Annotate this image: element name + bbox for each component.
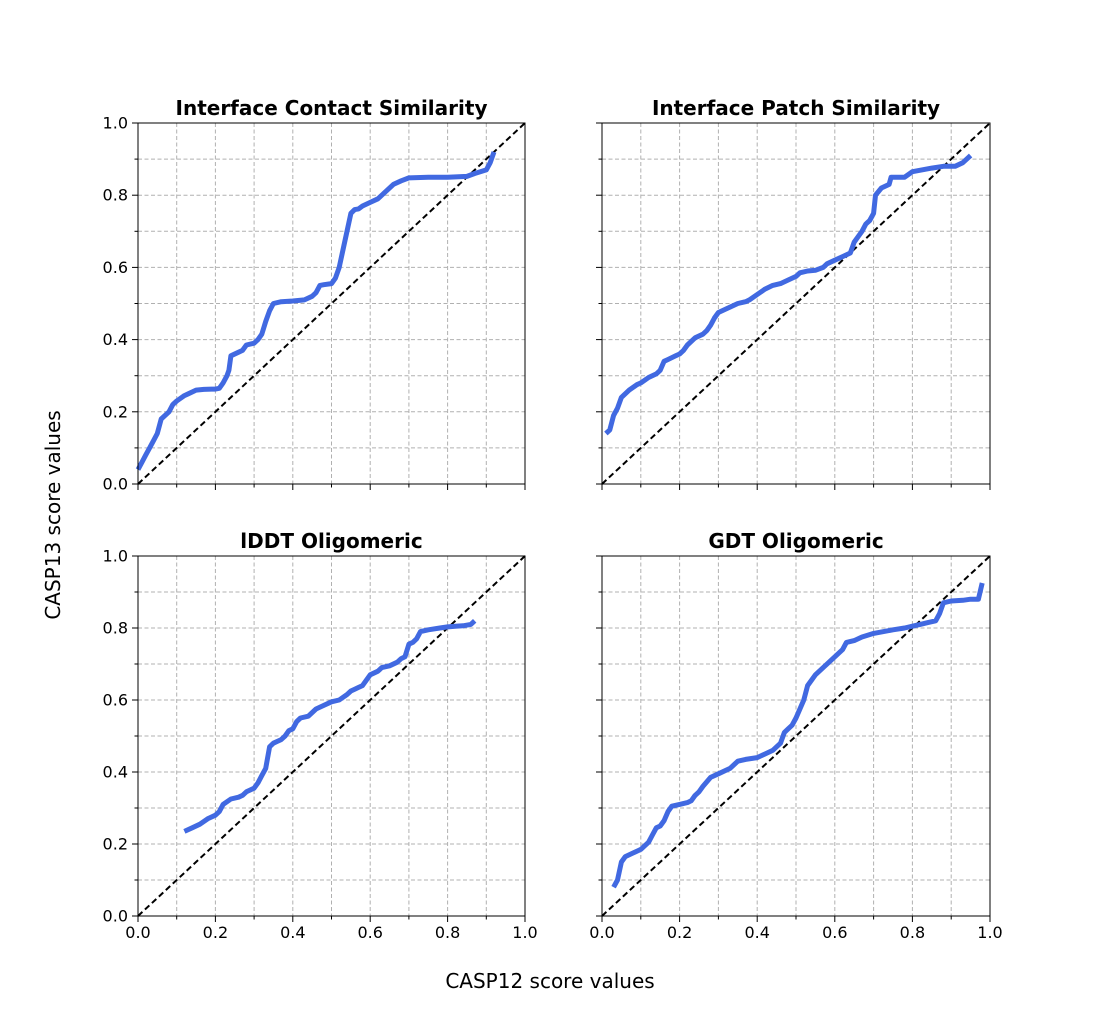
diagonal-reference-line <box>137 122 526 485</box>
x-axis-label: CASP12 score values <box>445 969 654 993</box>
y-tick-label: 0.6 <box>103 258 128 277</box>
grid <box>138 123 525 484</box>
diagonal-reference-line <box>601 555 991 917</box>
x-tick-label: 0.2 <box>667 923 692 942</box>
grid <box>602 556 990 916</box>
y-tick-label: 0.4 <box>103 763 128 782</box>
x-tick-label: 1.0 <box>977 923 1002 942</box>
x-tick-label: 0.6 <box>822 923 847 942</box>
panel-lddt-oligomeric: lDDT Oligomeric 0.0 0.2 0.4 0.6 0.8 1.0 0.0 0.2… <box>103 529 538 942</box>
y-tick-label: 0.8 <box>103 619 128 638</box>
x-tick-label: 0.8 <box>435 923 460 942</box>
x-tick-label: 0.4 <box>744 923 769 942</box>
series-line <box>604 153 973 436</box>
grid <box>602 123 990 484</box>
series-line <box>183 618 477 834</box>
y-tick-label: 0.6 <box>103 691 128 710</box>
series-line <box>135 151 497 471</box>
x-tick-label: 0.0 <box>589 923 614 942</box>
y-tick-label: 0.8 <box>103 186 128 205</box>
y-axis-label: CASP13 score values <box>41 410 65 619</box>
y-tick-label: 1.0 <box>103 547 128 566</box>
y-tick-label: 0.0 <box>103 907 128 926</box>
y-tick-label: 0.2 <box>103 402 128 421</box>
panel-title: Interface Patch Similarity <box>652 96 940 120</box>
x-tick-label: 0.6 <box>357 923 382 942</box>
panel-title: Interface Contact Similarity <box>176 96 488 120</box>
x-tick-label: 0.8 <box>900 923 925 942</box>
x-tick-label: 0.4 <box>280 923 305 942</box>
series-line <box>611 582 985 889</box>
panel-gdt-oligomeric: GDT Oligomeric 0.0 0.2 0.4 0.6 0.8 1.0 <box>589 529 1002 942</box>
y-tick-label: 0.0 <box>103 475 128 494</box>
y-tick-label: 0.2 <box>103 835 128 854</box>
diagonal-reference-line <box>137 555 526 917</box>
panel-title: GDT Oligomeric <box>708 529 883 553</box>
x-tick-label: 1.0 <box>512 923 537 942</box>
x-tick-label: 0.2 <box>203 923 228 942</box>
panel-interface-contact-similarity: Interface Contact Similarity 0.0 0.2 0.4 0.… <box>103 96 526 494</box>
grid <box>138 556 525 916</box>
diagonal-reference-line <box>601 122 991 485</box>
panel-interface-patch-similarity: Interface Patch Similarity <box>596 96 991 490</box>
panel-title: lDDT Oligomeric <box>240 529 422 553</box>
x-tick-label: 0.0 <box>125 923 150 942</box>
y-tick-label: 0.4 <box>103 330 128 349</box>
y-tick-label: 1.0 <box>103 114 128 133</box>
